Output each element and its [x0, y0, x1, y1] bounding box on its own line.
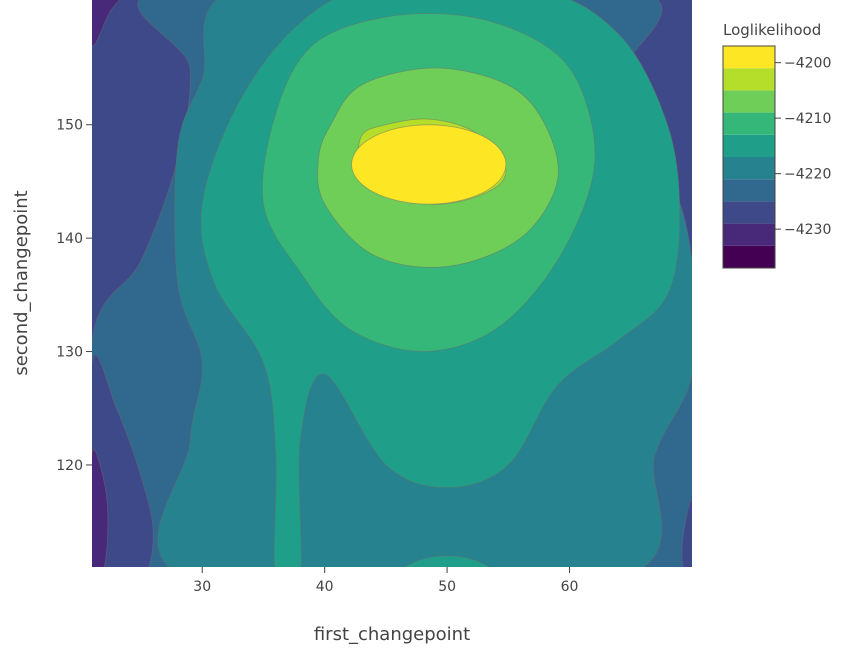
colorbar-segment	[723, 134, 775, 157]
colorbar-outline	[722, 45, 776, 269]
colorbar-segment	[723, 245, 775, 268]
contour-fill-layer	[92, 0, 692, 567]
colorbar-segment	[723, 157, 775, 180]
y-axis-title: second_changepoint	[11, 190, 32, 375]
x-axis: 30 40 50 60	[193, 567, 578, 595]
y-tick-label: 130	[56, 345, 83, 361]
x-tick-label: 50	[438, 579, 456, 595]
y-tick-label: 140	[56, 231, 83, 247]
colorbar-segment	[723, 223, 775, 246]
contour-band-bottom-lobe	[403, 555, 491, 567]
colorbar-segment	[723, 179, 775, 202]
colorbar-segment	[723, 68, 775, 91]
colorbar-segment	[723, 112, 775, 135]
colorbar-segment	[723, 201, 775, 224]
x-axis-title: first_changepoint	[314, 624, 470, 645]
colorbar-title: Loglikelihood	[723, 21, 821, 39]
colorbar-tick-label: −4230	[784, 222, 831, 238]
contour-band-4235	[92, 449, 109, 567]
colorbar-tick-label: −4200	[784, 56, 831, 72]
y-axis: 120 130 140 150	[56, 118, 92, 474]
colorbar-tick-label: −4210	[784, 111, 831, 127]
y-tick-label: 150	[56, 118, 83, 134]
x-tick-label: 60	[561, 579, 579, 595]
colorbar: −4200 −4210 −4220 −4230	[722, 45, 831, 269]
contour-maximum-region	[351, 124, 507, 205]
y-tick-label: 120	[56, 458, 83, 474]
colorbar-segment	[723, 46, 775, 69]
contour-band-right-edge	[681, 498, 692, 567]
colorbar-tick-label: −4220	[784, 167, 831, 183]
colorbar-segment	[723, 90, 775, 113]
x-tick-label: 40	[316, 579, 334, 595]
contour-band-top-left	[92, 0, 120, 47]
x-tick-label: 30	[193, 579, 211, 595]
